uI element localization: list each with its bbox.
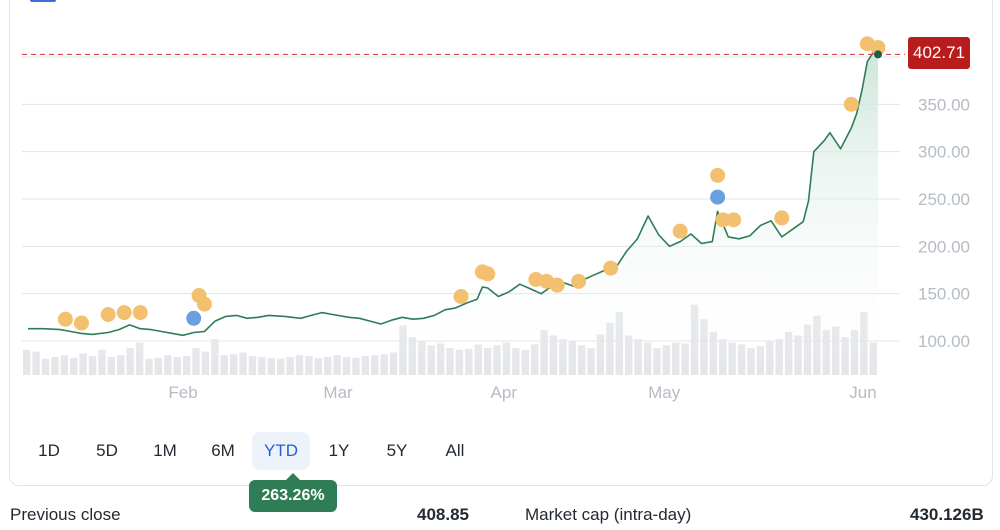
last-price-tag: 402.71 [908,37,970,69]
y-tick-label: 350.00 [918,95,970,114]
event-marker-orange [571,273,587,289]
event-marker-blue [710,189,726,205]
event-marker-orange [774,210,790,226]
range-change-badge: 263.26% [249,473,337,512]
volume-bar [23,349,31,375]
market-cap-value: 430.126B [910,505,984,524]
event-marker-orange [196,296,212,312]
y-tick-label: 100.00 [918,332,970,351]
x-month-label: Mar [323,383,353,402]
range-button-6m[interactable]: 6M [211,441,235,460]
range-button-all[interactable]: All [445,441,465,460]
range-button-1m[interactable]: 1M [153,441,177,460]
range-button-5d[interactable]: 5D [96,441,118,460]
event-marker-orange [480,266,496,282]
event-marker-orange [132,305,148,321]
y-tick-label: 300.00 [918,143,970,162]
price-chart[interactable]: 100.00 150.00 200.00 250.00 300.00 350.00 Feb M… [0,0,1000,480]
last-point-dot [874,50,882,59]
event-marker-blue [186,310,202,326]
y-tick-label: 250.00 [918,190,970,209]
event-marker-orange [710,167,726,183]
event-marker-orange [73,315,89,331]
event-marker-orange [100,306,116,322]
event-marker-orange [603,260,619,276]
y-tick-label: 150.00 [918,285,970,304]
y-tick-label: 200.00 [918,237,970,256]
x-month-label: Jun [849,383,876,402]
x-month-label: Feb [168,383,197,402]
event-marker-orange [672,223,688,239]
price-line [28,52,879,337]
range-button-1y[interactable]: 1Y [328,441,350,460]
event-marker-orange [715,212,731,228]
range-selector: 1D 5D 1M 6M YTD 1Y 5Y All [20,432,484,472]
event-marker-orange [453,289,469,305]
range-button-5y[interactable]: 5Y [386,441,408,460]
previous-close-label: Previous close [10,505,121,524]
x-month-label: May [648,383,681,402]
legend-swatch [30,0,56,2]
event-marker-orange [726,212,742,228]
event-marker-orange [843,96,859,112]
range-button-ytd[interactable]: YTD [252,432,310,470]
event-marker-orange [549,277,565,293]
price-area [28,53,878,375]
event-marker-orange [870,40,886,56]
event-marker-orange [57,311,73,327]
previous-close-value: 408.85 [417,505,469,524]
range-button-1d[interactable]: 1D [38,441,60,460]
market-cap-label: Market cap (intra-day) [525,505,692,524]
event-marker-orange [116,305,132,321]
x-month-label: Apr [491,383,518,402]
